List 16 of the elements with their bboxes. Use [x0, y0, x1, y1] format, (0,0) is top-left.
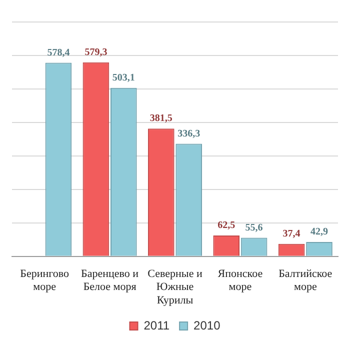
- data-label: 381,5: [150, 113, 172, 124]
- x-tick-label: Балтийское море: [278, 268, 332, 294]
- data-label: 37,4: [282, 228, 300, 240]
- legend-label: 2011: [144, 318, 170, 332]
- data-label: 42,9: [310, 226, 328, 238]
- data-label: 336,3: [178, 128, 200, 140]
- data-label: 55,6: [245, 222, 263, 234]
- legend-label: 2010: [194, 318, 221, 332]
- x-tick-label: Баренцево и Белое моря: [81, 268, 139, 294]
- x-tick-label: Северные и Южные Курилы: [148, 268, 202, 306]
- x-tick-label: Японское море: [218, 268, 263, 294]
- data-label: 578,4: [47, 47, 70, 58]
- data-label: 503,1: [112, 72, 135, 84]
- data-label: 579,3: [84, 46, 108, 58]
- x-tick-label: Берингово море: [20, 268, 70, 294]
- data-label: 62,5: [218, 220, 236, 232]
